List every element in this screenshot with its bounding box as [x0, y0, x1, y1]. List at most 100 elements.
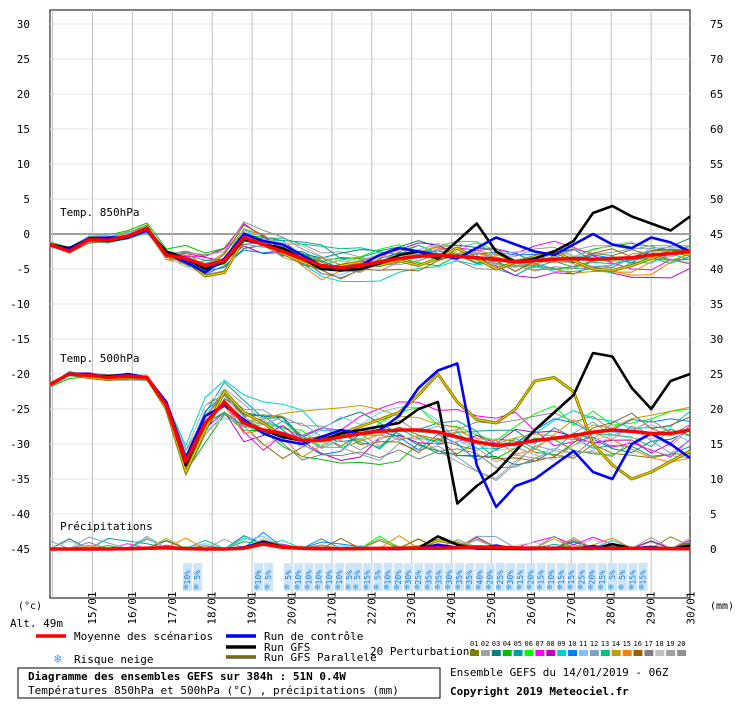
perturbation-swatch [480, 650, 490, 656]
snow-risk-label: 5% [193, 570, 202, 580]
snow-risk-cell [404, 563, 413, 591]
right-tick-label: 15 [710, 438, 723, 451]
x-tick-label: 23/01 [405, 591, 418, 624]
title-line-1: Diagramme des ensembles GEFS sur 384h : … [28, 670, 346, 683]
perturbation-label: 20 [677, 640, 685, 648]
snowflake-icon: ❄ [445, 583, 451, 593]
perturbation-swatch [535, 650, 545, 656]
snowflake-icon: ❄ [618, 583, 624, 593]
snow-risk-label: 20% [526, 570, 535, 585]
perturbation-swatch [470, 650, 479, 656]
snowflake-icon: ❄ [315, 583, 321, 593]
left-tick-label: 10 [17, 158, 30, 171]
snowflake-icon: ❄ [264, 583, 270, 593]
snowflake-icon: ❄ [394, 583, 400, 593]
left-axis-ticks: 30 25 20 15 10 5 0 -5 -10 -15 -20 -25 -30 -35 -40 -45 [10, 18, 30, 556]
left-tick-label: 20 [17, 88, 30, 101]
title-box [17, 667, 441, 699]
x-tick-label: 27/01 [565, 591, 578, 624]
snow-risk-cell [536, 563, 546, 591]
perturbation-label: 01 [470, 640, 478, 648]
perturbation-label: 11 [579, 640, 587, 648]
snowflake-icon: ❄ [404, 583, 410, 593]
snowflake-icon: ❄ [294, 583, 300, 593]
perturbation-label: 03 [492, 640, 500, 648]
left-tick-label: -25 [10, 403, 30, 416]
snowflake-icon: ❄ [353, 583, 359, 593]
perturbation-swatch [611, 650, 621, 656]
snow-risk-label: 10% [325, 570, 334, 585]
snowflake-icon: ❄ [557, 583, 563, 593]
left-tick-label: -45 [10, 543, 30, 556]
perturbation-label: 19 [666, 640, 674, 648]
snow-risk-cell [444, 563, 454, 591]
snowflake-icon: ❄ [526, 583, 532, 593]
snow-risk-cell [516, 563, 526, 591]
x-tick-label: 28/01 [605, 591, 618, 624]
perturbation-swatch [644, 650, 654, 656]
x-tick-label: 25/01 [485, 591, 498, 624]
snowflake-icon: ❄ [547, 583, 553, 593]
right-tick-label: 70 [710, 53, 723, 66]
snow-risk-label: 10% [547, 570, 556, 585]
snow-risk-label: 25% [496, 570, 505, 585]
perturbation-legend: 01 02 03 04 05 06 07 08 09 10 11 12 13 14 15 16 17 18 19 20 [470, 640, 687, 656]
perturbation-label: 12 [590, 640, 598, 648]
left-tick-label: -30 [10, 438, 30, 451]
snowflake-icon: ❄ [496, 583, 502, 593]
perturbation-swatch [622, 650, 632, 656]
perturbation-swatch [502, 650, 512, 656]
snow-risk-cell [434, 563, 444, 591]
perturbation-label: 10 [568, 640, 576, 648]
snow-risk-cell [254, 563, 263, 591]
snow-risk-label: 10% [335, 570, 344, 585]
snowflake-icon: ❄ [486, 583, 492, 593]
snow-risk-cell [314, 563, 324, 591]
series-0-t850 [49, 226, 691, 270]
snow-risk-label: 5% [284, 570, 293, 580]
snowflake-icon: ❄ [373, 583, 379, 593]
snowflake-icon: ❄ [384, 583, 390, 593]
perturbation-label: 15 [623, 640, 631, 648]
perturbation-swatch [513, 650, 523, 656]
snow-risk-row: 10%❄5%❄10%❄5%❄5%❄10%❄10%❄10%❄10%❄10%❄5%❄… [183, 563, 648, 593]
panel-label-t500: Temp. 500hPa [60, 352, 139, 365]
snow-risk-cell [546, 563, 556, 591]
legend-label-gfs-para: Run GFS Parallele [264, 651, 377, 664]
right-axis-unit: (mm) [710, 601, 734, 612]
snow-risk-label: 10% [384, 570, 393, 585]
snow-risk-cell [618, 563, 628, 591]
snow-risk-cell [304, 563, 314, 591]
snowflake-icon: ❄ [193, 583, 199, 593]
perturbation-swatch [655, 650, 665, 656]
perturbation-label: 16 [634, 640, 642, 648]
snow-risk-label: 15% [363, 570, 372, 585]
snow-risk-label: 5% [353, 570, 362, 580]
snowflake-icon: ❄ [53, 652, 62, 667]
x-tick-label: 24/01 [445, 591, 458, 624]
copyright: Copyright 2019 Meteociel.fr [450, 685, 629, 698]
snow-risk-cell [506, 563, 515, 591]
snow-risk-label: 15% [557, 570, 566, 585]
snow-risk-label: 5% [608, 570, 617, 580]
x-tick-label: 21/01 [325, 591, 338, 624]
right-tick-label: 45 [710, 228, 723, 241]
snow-risk-cell [414, 563, 424, 591]
x-tick-label: 18/01 [206, 591, 219, 624]
perturbation-label: 13 [601, 640, 609, 648]
snow-risk-cell [363, 563, 373, 591]
right-tick-label: 65 [710, 88, 723, 101]
snow-risk-label: 5% [345, 570, 354, 580]
x-tick-label: 19/01 [246, 591, 259, 624]
snow-risk-label: 5% [264, 570, 273, 580]
snowflake-icon: ❄ [577, 583, 583, 593]
snow-risk-label: 35% [424, 570, 433, 585]
snowflake-icon: ❄ [475, 583, 481, 593]
snowflake-icon: ❄ [455, 583, 461, 593]
snowflake-icon: ❄ [345, 583, 351, 593]
snow-risk-cell [324, 563, 334, 591]
left-tick-label: -20 [10, 368, 30, 381]
snow-risk-label: 15% [598, 570, 607, 585]
right-tick-label: 5 [710, 508, 717, 521]
